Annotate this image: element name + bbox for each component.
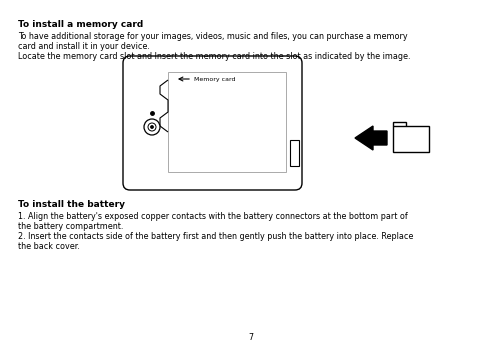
Bar	[290, 140, 299, 166]
FancyArrow shape	[355, 126, 387, 150]
Bar	[168, 72, 286, 172]
Text: 2. Insert the contacts side of the battery first and then gently push the batter: 2. Insert the contacts side of the batte…	[18, 232, 413, 241]
FancyBboxPatch shape	[123, 56, 302, 190]
Circle shape	[144, 119, 160, 135]
Text: the battery compartment.: the battery compartment.	[18, 222, 123, 231]
Circle shape	[151, 126, 153, 128]
Text: Memory card: Memory card	[194, 76, 235, 82]
Text: the back cover.: the back cover.	[18, 242, 80, 251]
Circle shape	[148, 123, 156, 131]
Text: Locate the memory card slot and Insert the memory card into the slot as indicate: Locate the memory card slot and Insert t…	[18, 52, 410, 61]
Text: To install the battery: To install the battery	[18, 200, 125, 209]
Text: 1. Align the battery's exposed copper contacts with the battery connectors at th: 1. Align the battery's exposed copper co…	[18, 212, 408, 221]
Text: card and install it in your device.: card and install it in your device.	[18, 42, 150, 51]
Text: To install a memory card: To install a memory card	[18, 20, 143, 29]
Text: 7: 7	[248, 333, 254, 342]
Bar	[393, 126, 429, 152]
Text: To have additional storage for your images, videos, music and files, you can pur: To have additional storage for your imag…	[18, 32, 407, 41]
